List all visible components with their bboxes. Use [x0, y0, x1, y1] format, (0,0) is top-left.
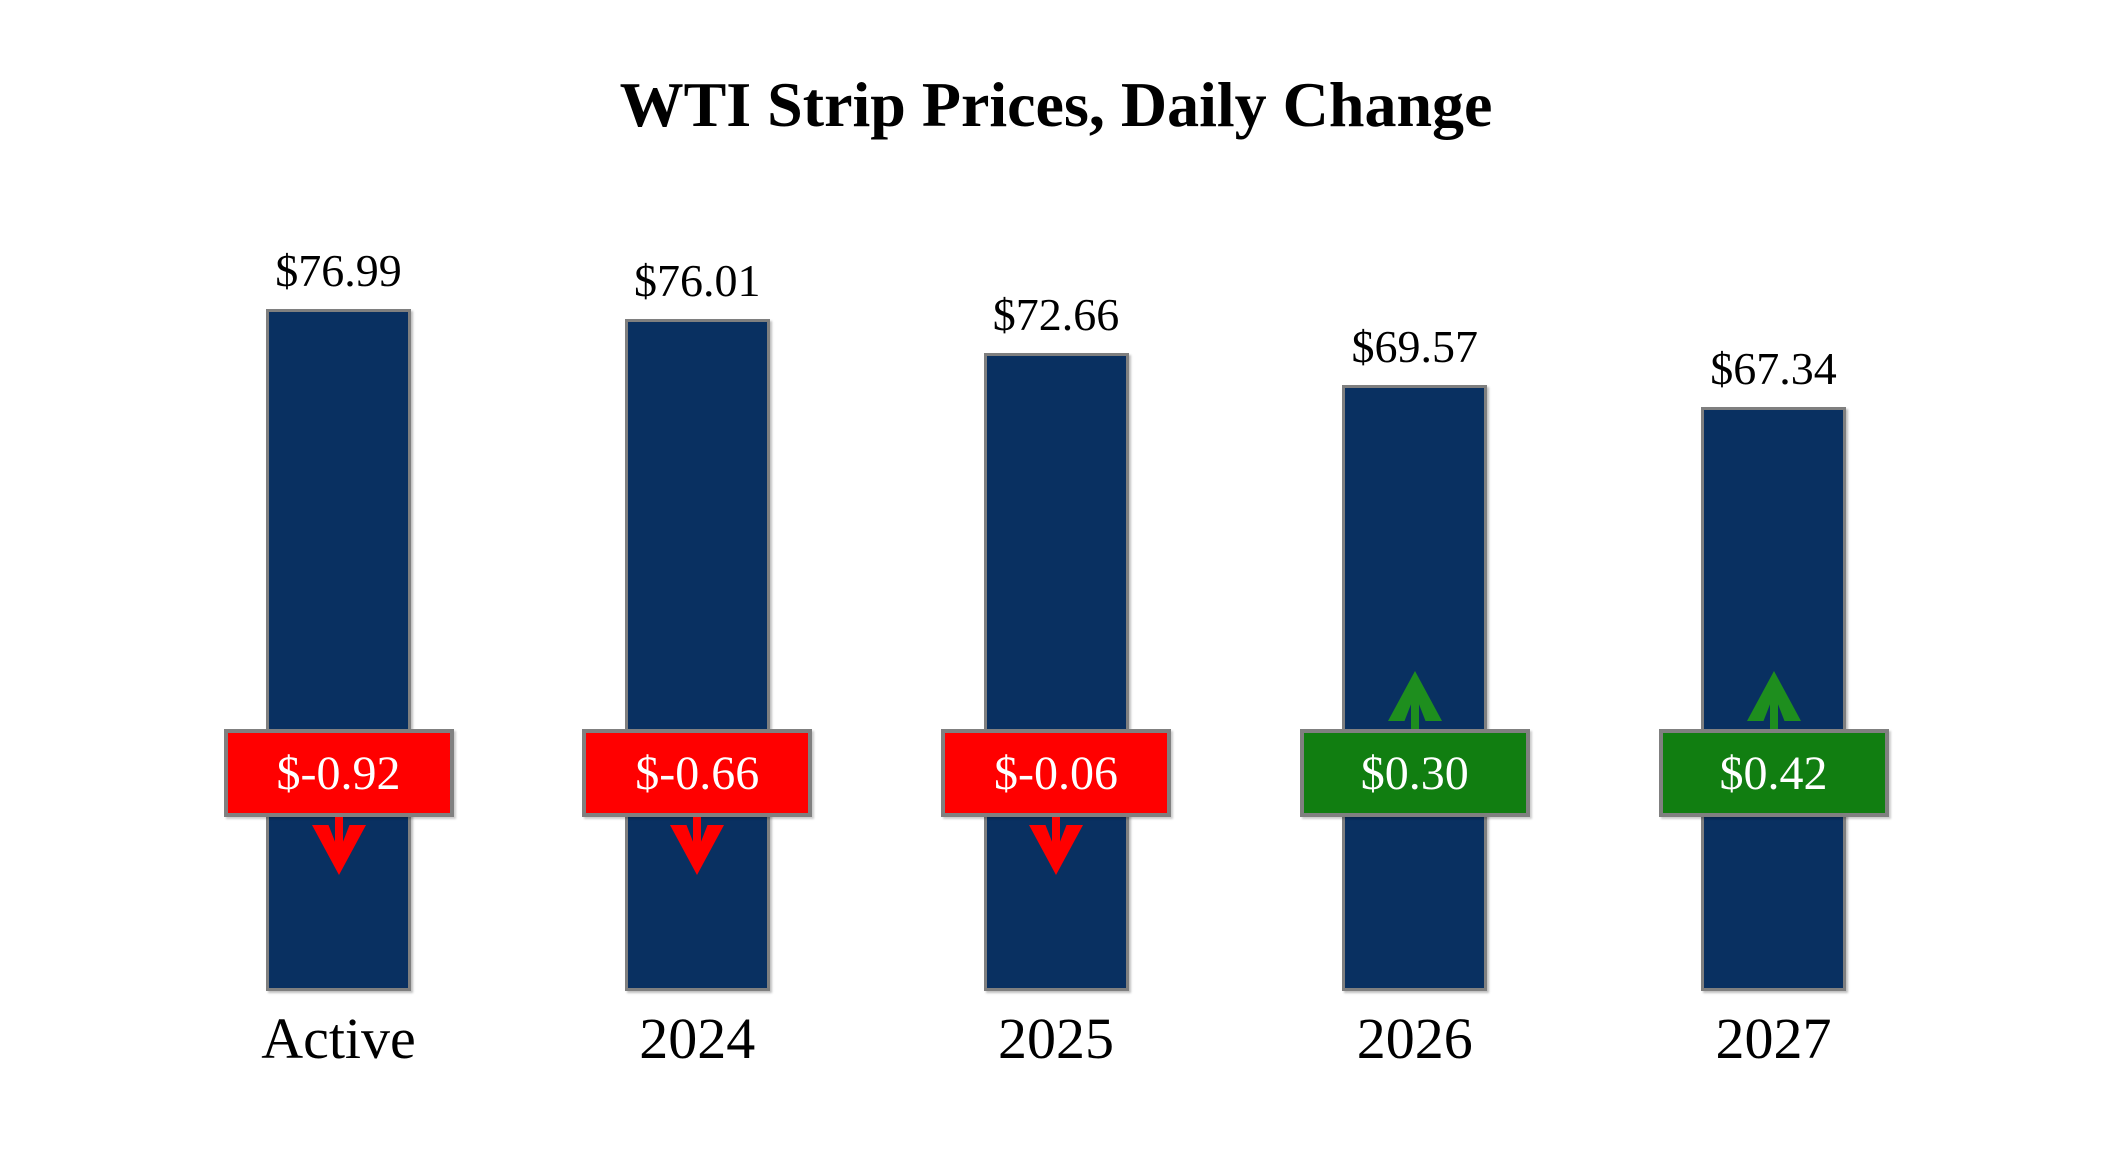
down-arrow-icon — [670, 817, 725, 875]
down-arrow-icon — [311, 817, 366, 875]
bar-active — [266, 309, 411, 991]
bar-2024 — [624, 319, 770, 991]
bar-value-label: $76.99 — [275, 245, 402, 296]
category-label: 2024 — [639, 1006, 756, 1071]
bar-value-label: $69.57 — [1351, 321, 1479, 372]
bar-2025 — [983, 353, 1129, 991]
category-label: 2027 — [1715, 1006, 1832, 1071]
category-label: 2025 — [998, 1006, 1114, 1071]
change-badge-positive: $0.30 — [1299, 729, 1530, 817]
bar-value-label: $76.01 — [634, 255, 761, 306]
change-badge-negative: $-0.66 — [582, 729, 813, 817]
change-badge-positive: $0.42 — [1658, 729, 1889, 817]
category-label: Active — [261, 1006, 416, 1071]
down-arrow-icon — [1029, 817, 1083, 875]
up-arrow-icon — [1746, 671, 1801, 729]
bar-value-label: $67.34 — [1710, 343, 1837, 394]
category-label: 2026 — [1356, 1006, 1473, 1071]
change-badge-negative: $-0.06 — [941, 729, 1171, 817]
up-arrow-icon — [1387, 671, 1442, 729]
change-badge-negative: $-0.92 — [223, 729, 454, 817]
chart-title: WTI Strip Prices, Daily Change — [619, 69, 1493, 140]
bar-value-label: $72.66 — [992, 289, 1120, 340]
